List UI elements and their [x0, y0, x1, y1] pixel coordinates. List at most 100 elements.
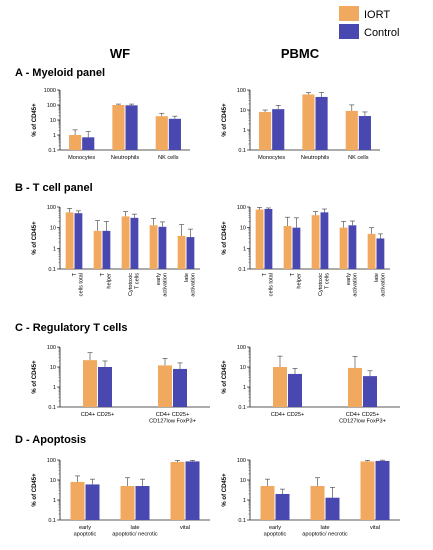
y-axis-label: % of CD45+: [32, 221, 38, 255]
bar-iort-cd4-cd25: [83, 360, 97, 407]
bar-control-early-apoptotic: [275, 493, 290, 520]
y-tick-label: 0.1: [48, 148, 56, 154]
bar-control-early-activation: [158, 226, 167, 269]
panel-title-apoptosis: D - Apoptosis: [15, 434, 86, 446]
bar-iort-late-apoptotic-necrotic: [120, 486, 135, 520]
chart-wf-c-regulatory-t-cells: 0.1 1 10 100 % of CD45+ CD4+ CD25+ CD4+ CD25+ C…: [32, 345, 210, 425]
chart-pbmc-a-myeloid-panel: 0.1 1 10 100 % of CD45+ Monocytes Neutrophils N…: [222, 88, 380, 161]
y-tick-label: 100: [237, 88, 246, 94]
y-tick-label: 1000: [44, 88, 56, 94]
bar-control-cytotoxic-t-cells: [130, 217, 139, 269]
panel-title-myeloid: A - Myeloid panel: [15, 67, 105, 79]
x-category-label: Thelper: [100, 272, 113, 288]
x-category-label: early apoptotic: [74, 525, 97, 538]
bar-iort-early-activation: [149, 225, 158, 269]
bar-control-t-cells-total: [74, 213, 83, 269]
bar-control-late-activation: [376, 238, 385, 269]
x-category-label: vital: [180, 525, 190, 531]
x-category-label: Thelper: [290, 272, 303, 288]
x-category-label: CD4+ CD25+ CD127low FoxP3+: [339, 412, 386, 425]
x-category-label: CD4+ CD25+: [81, 412, 115, 418]
y-tick-label: 1: [243, 498, 246, 504]
x-category-label: Monocytes: [258, 155, 285, 161]
chart-pbmc-c-regulatory-t-cells: 0.1 1 10 100 % of CD45+ CD4+ CD25+ CD4+ CD25+ C…: [222, 345, 400, 425]
bar-control-late-apoptotic-necrotic: [325, 497, 340, 520]
bar-control-early-apoptotic: [85, 484, 100, 520]
y-tick-label: 100: [237, 345, 246, 351]
panel-title-t-cell: B - T cell panel: [15, 182, 93, 194]
bar-iort-nk-cells: [345, 110, 358, 150]
bar-iort-t-cells-total: [65, 212, 74, 269]
chart-wf-d-apoptosis: 0.1 1 10 100 % of CD45+ early apoptotic late apo…: [32, 458, 210, 538]
y-tick-label: 1: [243, 246, 246, 252]
y-tick-label: 1: [243, 385, 246, 391]
chart-pbmc-b-t-cell-panel: 0.1 1 10 100 % of CD45+ Tcells total Thelper Cy…: [222, 205, 390, 297]
x-category-label: NK cells: [158, 155, 179, 161]
bar-control-t-helper: [102, 230, 111, 269]
bar-iort-nk-cells: [155, 116, 168, 150]
bar-control-nk-cells: [358, 116, 371, 150]
bar-iort-cd4-cd25-cd127low-foxp3: [348, 367, 362, 407]
y-tick-label: 10: [50, 478, 56, 484]
column-title-wf: WF: [110, 46, 130, 61]
x-category-label: Neutrophils: [301, 155, 329, 161]
y-axis-label: % of CD45+: [222, 360, 228, 394]
x-category-label: late apoptotic/ necrotic: [302, 525, 348, 538]
y-tick-label: 0.1: [238, 405, 246, 411]
bar-control-cytotoxic-t-cells: [320, 212, 329, 269]
bar-control-monocytes: [272, 109, 285, 150]
y-tick-label: 1: [53, 133, 56, 139]
x-category-label: Neutrophils: [111, 155, 139, 161]
bar-iort-late-activation: [177, 235, 186, 269]
charts: 0.1 1 10 100 1000 % of CD45+ Monocytes Neutroph…: [32, 88, 400, 538]
bar-iort-late-apoptotic-necrotic: [310, 486, 325, 520]
y-tick-label: 0.1: [238, 148, 246, 154]
x-category-label: Tcells total: [262, 272, 275, 296]
x-category-label: NK cells: [348, 155, 369, 161]
bar-iort-early-activation: [339, 227, 348, 269]
bar-control-neutrophils: [125, 105, 138, 150]
x-category-label: late apoptotic/ necrotic: [112, 525, 158, 538]
legend-label-iort: IORT: [364, 9, 390, 21]
y-axis-label: % of CD45+: [32, 473, 38, 507]
y-tick-label: 10: [240, 226, 246, 232]
bar-control-late-apoptotic-necrotic: [135, 486, 150, 520]
bar-iort-monocytes: [259, 111, 272, 150]
chart-wf-b-t-cell-panel: 0.1 1 10 100 % of CD45+ Tcells total Thelper Cy…: [32, 205, 200, 297]
legend-label-control: Control: [364, 27, 399, 39]
x-category-label: lateactivation: [184, 273, 197, 297]
x-category-label: Monocytes: [68, 155, 95, 161]
y-tick-label: 100: [47, 458, 56, 464]
y-axis-label: % of CD45+: [222, 221, 228, 255]
column-title-pbmc: PBMC: [281, 46, 320, 61]
bar-control-vital: [185, 461, 200, 520]
x-category-label: CytotoxicT cells: [128, 273, 141, 296]
bar-control-t-helper: [292, 227, 301, 269]
y-tick-label: 0.1: [238, 267, 246, 273]
bar-control-nk-cells: [168, 118, 181, 150]
y-tick-label: 1: [243, 128, 246, 134]
bar-control-early-activation: [348, 225, 357, 269]
bar-iort-early-apoptotic: [70, 481, 85, 520]
y-tick-label: 10: [50, 226, 56, 232]
y-tick-label: 0.1: [48, 405, 56, 411]
y-tick-label: 0.1: [238, 518, 246, 524]
bar-control-cd4-cd25-cd127low-foxp3: [173, 368, 187, 407]
bar-control-neutrophils: [315, 96, 328, 150]
bar-iort-neutrophils: [112, 105, 125, 150]
bar-iort-cytotoxic-t-cells: [311, 215, 320, 269]
bar-iort-vital: [360, 461, 375, 520]
y-tick-label: 1: [53, 498, 56, 504]
y-tick-label: 10: [50, 365, 56, 371]
y-tick-label: 0.1: [48, 518, 56, 524]
bar-iort-t-helper: [283, 226, 292, 269]
bar-iort-neutrophils: [302, 94, 315, 150]
y-axis-label: % of CD45+: [32, 360, 38, 394]
y-tick-label: 100: [47, 345, 56, 351]
y-tick-label: 100: [237, 458, 246, 464]
legend: IORT Control: [339, 6, 399, 39]
chart-pbmc-d-apoptosis: 0.1 1 10 100 % of CD45+ early apoptotic late apo…: [222, 458, 400, 538]
x-category-label: lateactivation: [374, 273, 387, 297]
chart-wf-a-myeloid-panel: 0.1 1 10 100 1000 % of CD45+ Monocytes Neutroph…: [32, 88, 190, 161]
